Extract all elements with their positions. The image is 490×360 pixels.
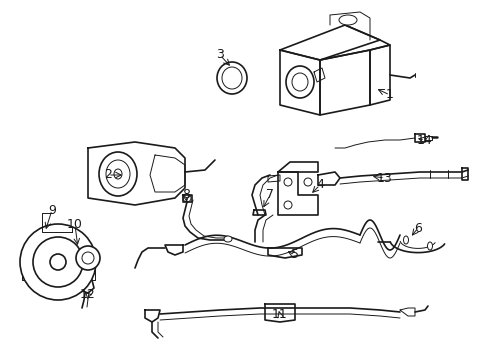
Ellipse shape [286,66,314,98]
Polygon shape [278,162,318,172]
Polygon shape [265,304,295,322]
Text: 4: 4 [316,179,324,192]
Polygon shape [280,50,320,115]
Text: 1: 1 [386,89,394,102]
Polygon shape [425,136,432,140]
Circle shape [20,224,96,300]
Ellipse shape [217,62,247,94]
Ellipse shape [339,15,357,25]
Polygon shape [318,172,340,185]
Polygon shape [370,45,390,105]
Polygon shape [314,68,325,82]
Text: 11: 11 [272,309,288,321]
Polygon shape [150,155,185,192]
Polygon shape [268,175,280,182]
Text: 14: 14 [417,134,433,147]
Circle shape [33,237,83,287]
Polygon shape [320,50,370,115]
Polygon shape [165,245,183,255]
Circle shape [76,246,100,270]
Text: 7: 7 [266,189,274,202]
Polygon shape [253,210,266,215]
Ellipse shape [99,152,137,196]
Text: 13: 13 [377,171,393,184]
Text: 3: 3 [216,49,224,62]
Polygon shape [78,275,94,293]
Text: 8: 8 [182,189,190,202]
Polygon shape [183,195,192,202]
Polygon shape [88,142,185,205]
Ellipse shape [224,236,232,242]
Text: 6: 6 [414,221,422,234]
Text: 10: 10 [67,219,83,231]
Polygon shape [330,12,370,40]
Polygon shape [462,168,468,180]
Polygon shape [415,134,425,142]
Polygon shape [145,310,160,322]
Text: 2: 2 [104,168,112,181]
Ellipse shape [427,242,433,250]
Text: 5: 5 [291,248,299,261]
Polygon shape [22,270,95,280]
Polygon shape [268,248,302,258]
Polygon shape [278,172,318,215]
Text: 12: 12 [80,288,96,302]
Ellipse shape [403,236,409,244]
Polygon shape [320,25,390,60]
Polygon shape [400,308,415,316]
Text: 9: 9 [48,203,56,216]
Polygon shape [280,25,380,60]
